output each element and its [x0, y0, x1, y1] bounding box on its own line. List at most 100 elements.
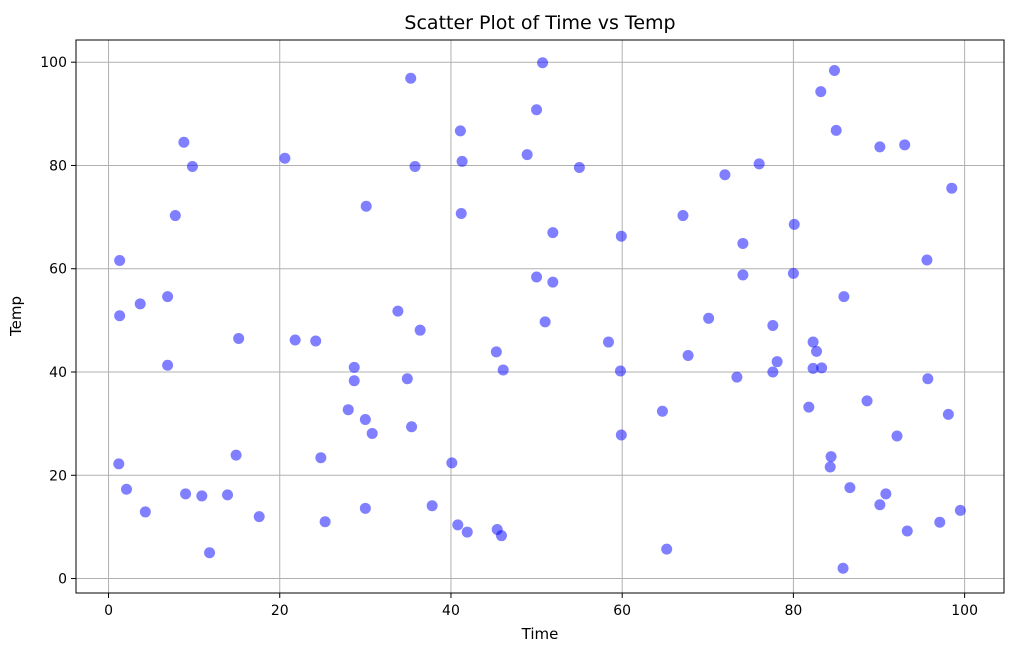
data-points	[113, 57, 966, 574]
data-point	[134, 298, 146, 310]
data-point	[830, 124, 842, 136]
data-point	[230, 449, 242, 461]
data-point	[253, 511, 265, 523]
data-point	[319, 516, 331, 528]
data-point	[539, 316, 551, 328]
data-point	[392, 305, 404, 317]
plot-frame	[75, 39, 1005, 594]
data-point	[547, 276, 559, 288]
y-tick-label: 20	[49, 468, 67, 484]
data-point	[874, 141, 886, 153]
data-point	[682, 349, 694, 361]
data-point	[452, 519, 464, 531]
data-point	[838, 291, 850, 303]
data-point	[180, 488, 192, 500]
chart-title: Scatter Plot of Time vs Temp	[404, 12, 675, 34]
data-point	[703, 312, 715, 324]
x-tick-label: 0	[104, 603, 113, 619]
data-point	[454, 125, 466, 137]
data-point	[521, 149, 533, 161]
data-point	[844, 482, 856, 494]
data-point	[204, 547, 216, 559]
data-point	[497, 364, 509, 376]
data-point	[811, 345, 823, 357]
data-point	[401, 373, 413, 385]
data-point	[426, 500, 438, 512]
data-point	[837, 562, 849, 574]
data-point	[139, 506, 151, 518]
x-tick-label: 80	[784, 603, 802, 619]
data-point	[359, 502, 371, 514]
data-point	[901, 525, 913, 537]
x-axis-label: Time	[521, 625, 559, 643]
data-point	[771, 356, 783, 368]
data-point	[861, 395, 873, 407]
data-point	[753, 158, 765, 170]
data-point	[934, 516, 946, 528]
data-point	[162, 359, 174, 371]
x-axis-ticks: 0 20 40 60 80 100	[104, 593, 978, 619]
data-point	[816, 362, 828, 374]
data-point	[803, 401, 815, 413]
y-axis-label: Temp	[7, 296, 25, 337]
data-point	[815, 86, 827, 98]
data-point	[656, 405, 668, 417]
data-point	[573, 162, 585, 174]
data-point	[531, 271, 543, 283]
data-point	[456, 155, 468, 167]
data-point	[921, 254, 933, 266]
data-point	[614, 365, 626, 377]
data-point	[315, 452, 327, 464]
data-point	[767, 320, 779, 332]
data-point	[310, 335, 322, 347]
data-point	[405, 72, 417, 84]
data-point	[828, 64, 840, 76]
data-point	[661, 543, 673, 555]
data-point	[348, 375, 360, 387]
y-tick-label: 60	[49, 262, 67, 278]
data-point	[446, 457, 458, 469]
data-point	[531, 104, 543, 116]
data-point	[537, 57, 549, 69]
data-point	[455, 207, 467, 219]
data-point	[891, 430, 903, 442]
y-tick-label: 80	[49, 158, 67, 174]
data-point	[922, 373, 934, 385]
data-point	[178, 136, 190, 148]
data-point	[899, 139, 911, 151]
data-point	[289, 334, 301, 346]
x-tick-label: 20	[271, 603, 289, 619]
data-point	[946, 182, 958, 194]
data-point	[737, 269, 749, 281]
data-point	[186, 161, 198, 173]
y-tick-label: 100	[40, 55, 67, 71]
data-point	[279, 152, 291, 164]
data-point	[602, 336, 614, 348]
data-point	[874, 499, 886, 511]
data-point	[233, 332, 245, 344]
data-point	[196, 490, 208, 502]
x-tick-label: 60	[613, 603, 631, 619]
data-point	[414, 324, 426, 336]
data-point	[461, 526, 473, 538]
data-point	[767, 366, 779, 378]
data-point	[114, 310, 126, 322]
data-point	[114, 254, 126, 266]
data-point	[547, 227, 559, 239]
x-tick-label: 100	[951, 603, 978, 619]
data-point	[615, 429, 627, 441]
data-point	[121, 483, 133, 495]
data-point	[409, 161, 421, 173]
grid-lines	[76, 40, 1004, 593]
data-point	[406, 421, 418, 433]
x-tick-label: 40	[442, 603, 460, 619]
data-point	[360, 200, 372, 212]
data-point	[719, 169, 731, 181]
data-point	[788, 218, 800, 230]
data-point	[495, 530, 507, 542]
data-point	[359, 414, 371, 426]
data-point	[731, 371, 743, 383]
data-point	[222, 489, 234, 501]
